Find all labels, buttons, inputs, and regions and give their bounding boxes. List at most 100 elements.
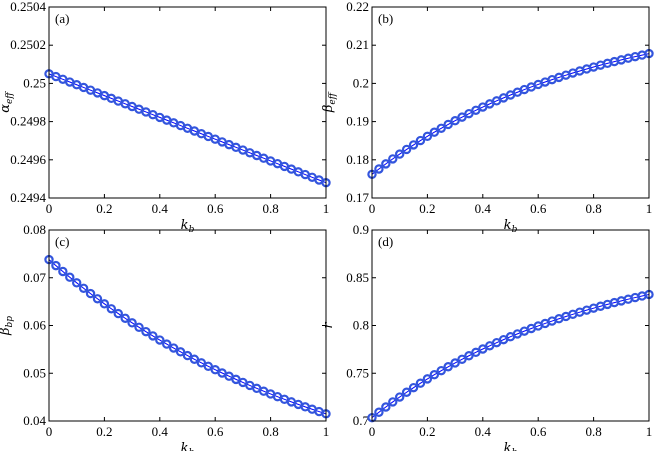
data-point <box>189 354 200 364</box>
data-point <box>429 370 440 380</box>
data-point <box>51 260 61 271</box>
y-axis-label: βbp <box>0 316 15 336</box>
x-tick-label: 0.2 <box>419 201 435 216</box>
data-point <box>148 331 158 341</box>
data-point <box>450 116 460 126</box>
data-point <box>120 313 130 323</box>
data-point <box>92 294 103 304</box>
data-point <box>113 308 123 319</box>
y-axis-label: r <box>321 322 336 329</box>
x-tick-label: 0 <box>46 201 53 216</box>
x-tick-label: 0.8 <box>585 424 601 439</box>
x-tick-label: 0.2 <box>419 424 435 439</box>
axes-frame <box>48 6 327 199</box>
data-point <box>155 335 165 345</box>
x-axis-label: kb <box>181 441 195 451</box>
series-line <box>371 53 650 175</box>
x-axis-label: kb <box>181 218 195 235</box>
data-point <box>401 387 412 397</box>
y-axis-label-subscript: eff <box>5 91 15 104</box>
y-tick-label: 0.7 <box>353 413 370 428</box>
data-point <box>381 402 391 412</box>
panel-label: (a) <box>55 11 69 26</box>
data-point <box>374 407 384 417</box>
data-point <box>175 347 186 357</box>
y-tick-label: 0.8 <box>353 318 369 333</box>
data-point <box>99 299 110 309</box>
y-tick-label: 0.2496 <box>10 152 46 167</box>
x-tick-label: 0.8 <box>262 201 278 216</box>
data-point <box>443 362 453 372</box>
panel-label: (c) <box>55 234 69 249</box>
y-tick-label: 0.85 <box>346 270 369 285</box>
data-point <box>141 326 151 337</box>
series-line <box>48 259 327 415</box>
data-point <box>415 135 426 146</box>
x-tick-label: 0.6 <box>207 424 224 439</box>
data-point <box>464 351 474 361</box>
x-tick-label: 0.4 <box>475 424 492 439</box>
data-point <box>85 288 96 299</box>
series-line <box>371 293 650 419</box>
x-tick-label: 0.2 <box>96 424 112 439</box>
chart-panel-1: 0 0.2 0.4 0.6 0.8 1 0.2494 0.2496 0.2498 0.25 0.25… <box>0 0 331 235</box>
axes-frame <box>371 229 650 422</box>
data-point <box>71 278 82 288</box>
x-tick-label: 1 <box>323 201 330 216</box>
data-point <box>457 354 467 365</box>
data-point <box>168 343 179 353</box>
y-axis-label-subscript: eff <box>328 91 338 104</box>
x-axis-label: kb <box>504 441 518 451</box>
y-tick-label: 0.08 <box>23 222 46 237</box>
y-tick-label: 0.07 <box>23 270 46 285</box>
x-tick-label: 0.8 <box>262 424 278 439</box>
data-point <box>401 144 412 155</box>
data-point <box>78 283 89 293</box>
data-point <box>464 108 474 119</box>
y-tick-label: 0.17 <box>346 190 369 205</box>
y-tick-label: 0.21 <box>346 37 369 52</box>
data-point <box>388 154 398 164</box>
data-point <box>203 361 213 372</box>
x-tick-label: 0 <box>369 424 376 439</box>
data-point <box>415 378 426 388</box>
x-tick-label: 0.6 <box>530 201 547 216</box>
data-point <box>422 374 433 384</box>
data-point <box>429 127 440 137</box>
series-line <box>48 73 327 184</box>
data-point <box>457 112 467 122</box>
chart-panel-4: 0 0.2 0.4 0.6 0.8 1 0.7 0.75 0.8 0.85 0.9 (d) kb r <box>321 222 654 451</box>
x-tick-label: 1 <box>646 201 653 216</box>
data-point <box>388 397 398 407</box>
axes-frame <box>371 6 650 199</box>
axes-frame <box>48 229 327 422</box>
x-axis-label: kb <box>504 218 518 235</box>
y-tick-label: 0.2502 <box>10 37 46 52</box>
data-point <box>443 119 453 130</box>
x-axis-label-subscript: b <box>189 448 195 451</box>
y-tick-label: 0.75 <box>346 365 369 380</box>
data-point <box>436 123 446 133</box>
y-tick-label: 0.2504 <box>10 0 46 14</box>
data-point <box>196 358 207 368</box>
data-point <box>65 272 75 282</box>
data-point <box>58 266 68 277</box>
y-axis-label: αeff <box>0 91 15 113</box>
y-tick-label: 0.2494 <box>10 190 46 205</box>
data-point <box>395 149 405 159</box>
data-point <box>134 322 144 333</box>
x-tick-label: 0.4 <box>152 424 169 439</box>
panel-label: (b) <box>378 11 393 26</box>
y-tick-label: 0.19 <box>346 114 369 129</box>
x-tick-label: 0 <box>369 201 376 216</box>
x-axis-label-subscript: b <box>512 448 518 451</box>
data-point <box>182 350 193 361</box>
data-point <box>422 131 433 142</box>
y-tick-label: 0.2 <box>353 75 369 90</box>
x-tick-label: 1 <box>323 424 330 439</box>
y-tick-label: 0.2498 <box>10 114 46 129</box>
data-point <box>395 392 405 402</box>
y-tick-label: 0.18 <box>346 152 369 167</box>
data-point <box>127 318 137 328</box>
